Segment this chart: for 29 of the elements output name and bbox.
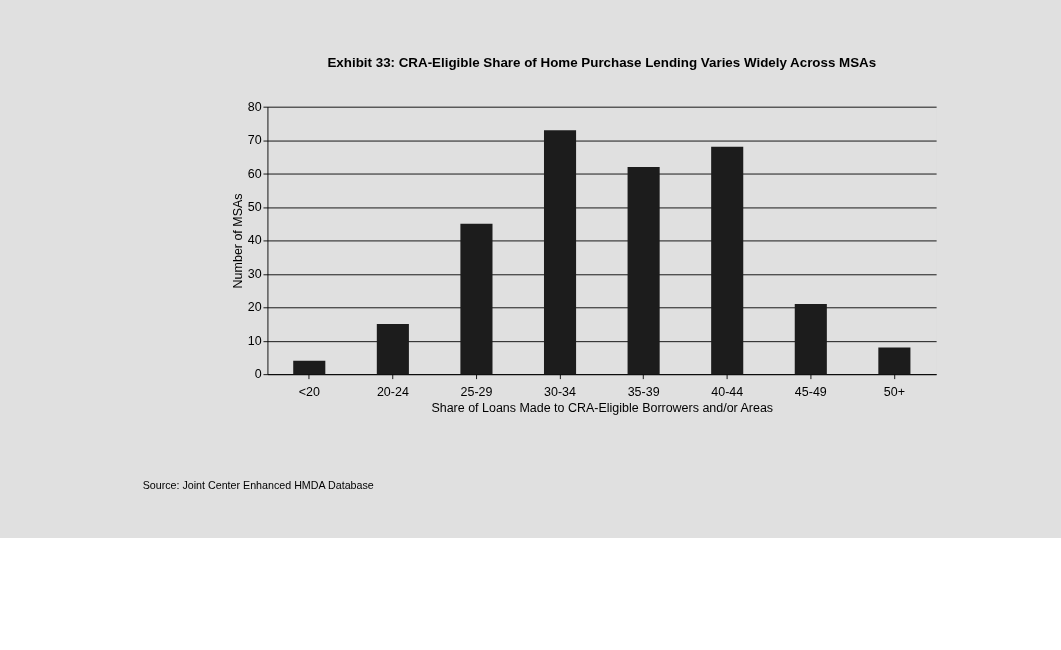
y-tick-label: 20 [247,300,262,315]
y-tick-label: 10 [247,333,262,348]
x-tick-label: 50+ [883,385,905,400]
x-tick-label: 45-49 [794,385,827,400]
y-tick-label: 50 [247,200,262,215]
bar [794,304,827,375]
bar [376,324,409,375]
source-note: Source: Joint Center Enhanced HMDA Database [142,479,374,492]
x-tick-label: 30-34 [544,385,577,400]
x-tick-label: 25-29 [460,385,493,400]
y-tick-label: 80 [247,99,262,114]
bar [627,166,660,375]
y-tick-label: 70 [247,133,262,148]
y-tick-label: 0 [254,367,262,382]
bar [293,360,326,375]
y-tick-label: 60 [247,166,262,181]
x-tick-label: 20-24 [376,385,409,400]
bar [460,223,493,375]
x-tick-label: 40-44 [711,385,744,400]
y-tick-label: 40 [247,233,262,248]
y-tick-label: 30 [247,266,262,281]
chart-title: Exhibit 33: CRA-Eligible Share of Home Purchase Lending Varies Widely Across MSAs [327,54,877,70]
bar [711,146,744,375]
y-axis-title: Number of MSAs [230,193,245,289]
x-tick-label: <20 [298,385,320,400]
x-axis-title: Share of Loans Made to CRA-Eligible Borrowers and/or Areas [431,401,774,416]
bar [543,130,577,375]
bar [878,347,911,375]
x-tick-label: 35-39 [627,385,660,400]
